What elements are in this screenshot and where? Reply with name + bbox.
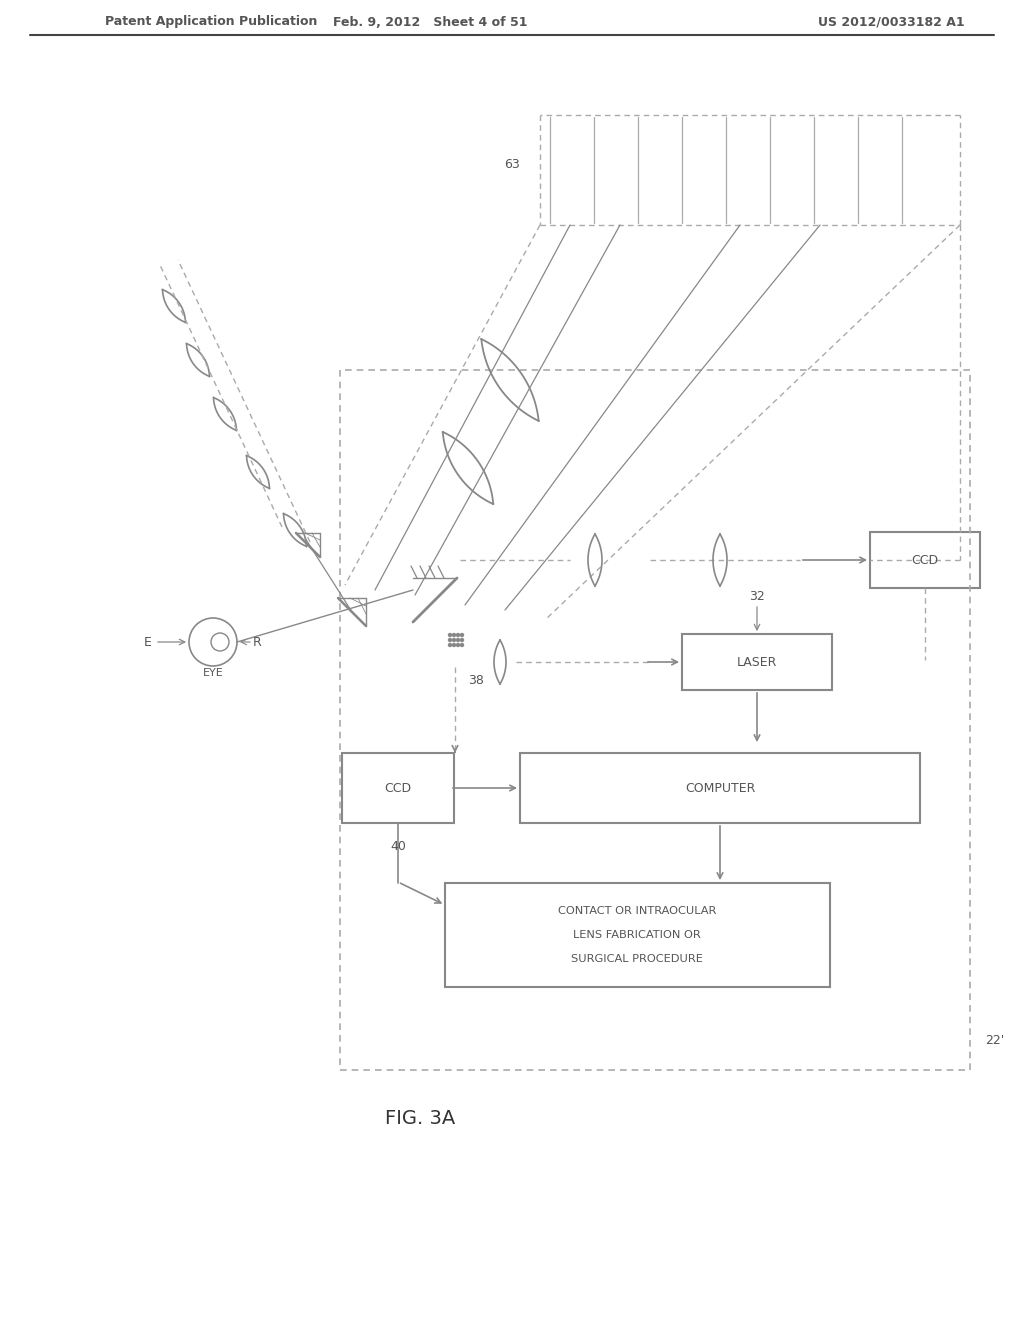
Bar [870,532,980,587]
Circle shape [449,634,452,636]
Text: Patent Application Publication: Patent Application Publication [105,16,317,29]
Bar [682,634,831,690]
Text: CCD: CCD [384,781,412,795]
Bar [520,752,920,822]
Circle shape [461,634,464,636]
Text: COMPUTER: COMPUTER [685,781,755,795]
Circle shape [461,644,464,647]
Circle shape [457,639,460,642]
Circle shape [449,639,452,642]
Text: 63: 63 [504,158,520,172]
Text: Feb. 9, 2012   Sheet 4 of 51: Feb. 9, 2012 Sheet 4 of 51 [333,16,527,29]
Text: EYE: EYE [203,668,223,678]
Circle shape [453,639,456,642]
Circle shape [453,644,456,647]
Text: FIG. 3A: FIG. 3A [385,1109,455,1127]
Text: LENS FABRICATION OR: LENS FABRICATION OR [573,931,700,940]
Text: 38: 38 [468,673,484,686]
Text: E: E [144,635,152,648]
Circle shape [449,644,452,647]
Text: 32: 32 [750,590,765,603]
Text: CCD: CCD [911,553,939,566]
Text: 40: 40 [390,840,406,853]
Circle shape [453,634,456,636]
Text: CONTACT OR INTRAOCULAR: CONTACT OR INTRAOCULAR [558,906,716,916]
Circle shape [457,634,460,636]
Circle shape [457,644,460,647]
Circle shape [461,639,464,642]
Text: 22': 22' [985,1034,1005,1047]
Text: US 2012/0033182 A1: US 2012/0033182 A1 [818,16,965,29]
Text: LASER: LASER [737,656,777,668]
Bar [342,752,454,822]
Text: R: R [253,635,261,648]
Text: SURGICAL PROCEDURE: SURGICAL PROCEDURE [571,954,702,964]
Bar [445,883,830,987]
